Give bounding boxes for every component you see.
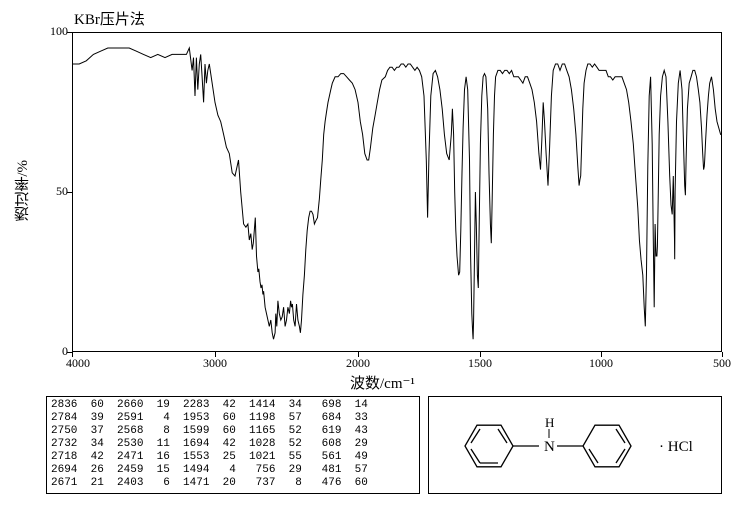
xtick-mark (215, 352, 216, 357)
structure-diagram: N H · HCl (429, 397, 723, 495)
xtick-mark (480, 352, 481, 357)
xtick-1500: 1500 (460, 356, 500, 371)
xtick-500: 500 (702, 356, 738, 371)
structure-box: N H · HCl (428, 396, 722, 494)
structure-H: H (545, 415, 554, 430)
peak-table: 2836 60 2660 19 2283 42 1414 34 698 14 2… (46, 396, 420, 494)
ytick-100: 100 (38, 24, 68, 39)
xtick-3000: 3000 (195, 356, 235, 371)
xtick-mark (358, 352, 359, 357)
xtick-mark (72, 352, 73, 357)
xtick-mark (601, 352, 602, 357)
spectrum-line (72, 32, 722, 352)
xtick-1000: 1000 (581, 356, 621, 371)
xtick-2000: 2000 (338, 356, 378, 371)
xtick-4000: 4000 (58, 356, 98, 371)
y-axis-label: 透过率/% (12, 160, 33, 222)
xtick-mark (722, 352, 723, 357)
ytick-50: 50 (38, 184, 68, 199)
structure-N: N (544, 439, 555, 455)
structure-hcl-label: · HCl (659, 439, 693, 455)
chart-title: KBr压片法 (74, 8, 145, 29)
x-axis-label: 波数/cm⁻¹ (350, 372, 415, 393)
